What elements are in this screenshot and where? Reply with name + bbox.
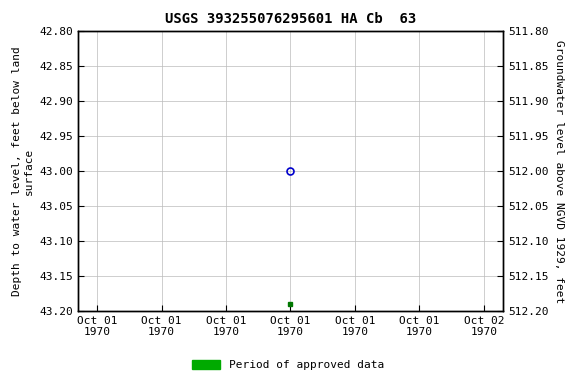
Y-axis label: Depth to water level, feet below land
surface: Depth to water level, feet below land su… xyxy=(12,46,33,296)
Title: USGS 393255076295601 HA Cb  63: USGS 393255076295601 HA Cb 63 xyxy=(165,12,416,26)
Legend: Period of approved data: Period of approved data xyxy=(188,356,388,375)
Y-axis label: Groundwater level above NGVD 1929, feet: Groundwater level above NGVD 1929, feet xyxy=(554,40,564,303)
